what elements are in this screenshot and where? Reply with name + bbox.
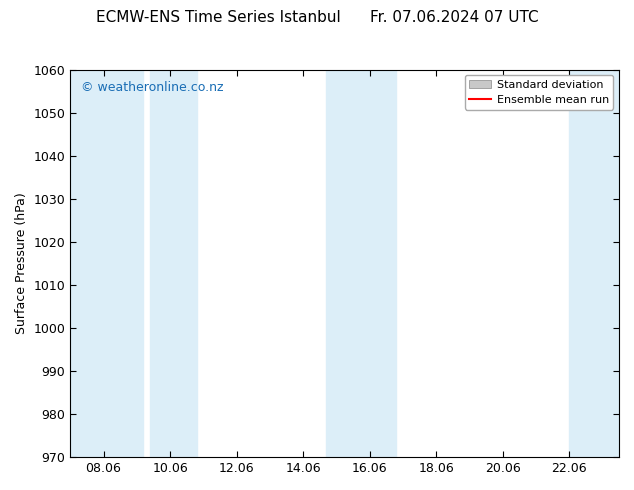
Bar	[569, 70, 619, 457]
Text: © weatheronline.co.nz: © weatheronline.co.nz	[81, 81, 224, 94]
Bar	[150, 70, 197, 457]
Legend: Standard deviation, Ensemble mean run: Standard deviation, Ensemble mean run	[465, 75, 614, 110]
Bar	[327, 70, 396, 457]
Y-axis label: Surface Pressure (hPa): Surface Pressure (hPa)	[15, 193, 28, 334]
Bar	[70, 70, 143, 457]
Text: ECMW-ENS Time Series Istanbul      Fr. 07.06.2024 07 UTC: ECMW-ENS Time Series Istanbul Fr. 07.06.…	[96, 10, 538, 25]
